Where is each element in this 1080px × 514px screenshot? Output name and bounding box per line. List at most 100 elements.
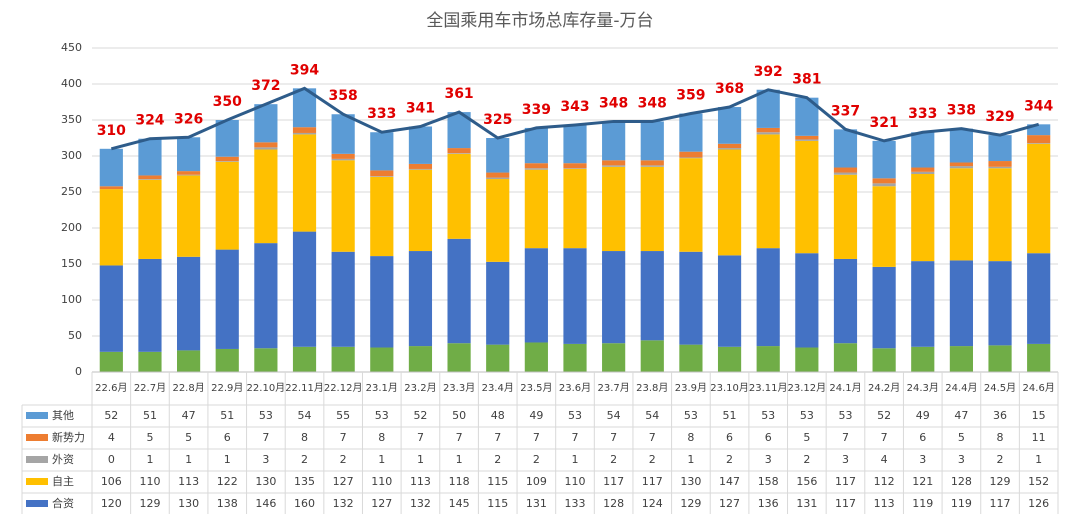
bar-segment <box>99 265 123 352</box>
bar-segment <box>447 153 471 239</box>
bar-segment <box>640 340 664 372</box>
table-cell: 8 <box>301 431 308 444</box>
x-tick-label: 24.5月 <box>984 382 1016 394</box>
bar-segment <box>911 132 935 168</box>
table-cell: 113 <box>874 497 895 510</box>
table-cell: 131 <box>526 497 547 510</box>
bar-segment <box>1027 253 1051 344</box>
bar-segment <box>292 231 317 347</box>
table-cell: 6 <box>919 431 926 444</box>
table-cell: 119 <box>951 497 972 510</box>
total-label: 333 <box>908 106 937 122</box>
bar-segment <box>563 168 587 169</box>
bar-segment <box>988 345 1012 372</box>
bar-segment <box>602 343 626 372</box>
table-cell: 47 <box>954 409 968 422</box>
x-tick-label: 23.8月 <box>636 382 668 394</box>
table-cell: 124 <box>642 497 663 510</box>
bar-segment <box>872 348 896 372</box>
table-cell: 8 <box>378 431 385 444</box>
bar-segment <box>949 166 973 169</box>
bar-segment <box>524 163 548 169</box>
table-cell: 7 <box>417 431 424 444</box>
bar-segment <box>717 255 742 347</box>
legend-label: 外资 <box>52 453 74 466</box>
y-tick-label: 450 <box>61 41 82 54</box>
bar-segment <box>99 189 123 266</box>
table-cell: 2 <box>610 453 617 466</box>
bar-segment <box>254 243 278 349</box>
bar-segment <box>563 163 587 169</box>
bar-segment <box>795 140 819 254</box>
table-cell: 55 <box>336 409 350 422</box>
table-cell: 160 <box>294 497 315 510</box>
table-cell: 152 <box>1028 475 1049 488</box>
bar-segment <box>408 168 433 170</box>
bar-segment <box>679 157 703 159</box>
y-tick-label: 150 <box>61 257 82 270</box>
table-cell: 3 <box>958 453 965 466</box>
table-cell: 7 <box>649 431 656 444</box>
table-cell: 110 <box>565 475 586 488</box>
table-cell: 121 <box>912 475 933 488</box>
table-cell: 129 <box>990 475 1011 488</box>
total-label: 361 <box>444 86 473 102</box>
table-cell: 119 <box>912 497 933 510</box>
bar-segment <box>292 134 317 232</box>
x-tick-label: 23.12月 <box>788 382 827 394</box>
y-tick-label: 100 <box>61 293 82 306</box>
bar-segment <box>524 342 548 372</box>
table-cell: 127 <box>371 497 392 510</box>
x-tick-label: 23.7月 <box>598 382 630 394</box>
total-label: 343 <box>560 99 589 115</box>
total-label: 326 <box>174 111 203 127</box>
x-tick-label: 23.5月 <box>520 382 552 394</box>
bar-segment <box>833 129 858 168</box>
bar-segment <box>833 343 858 372</box>
table-cell: 158 <box>758 475 779 488</box>
total-label: 339 <box>522 102 551 118</box>
total-label: 359 <box>676 88 705 104</box>
table-cell: 117 <box>642 475 663 488</box>
bar-segment <box>331 114 355 154</box>
table-cell: 48 <box>491 409 505 422</box>
table-cell: 122 <box>217 475 238 488</box>
bar-segment <box>563 168 587 249</box>
table-cell: 1 <box>146 453 153 466</box>
table-cell: 2 <box>726 453 733 466</box>
bar-segment <box>640 251 664 341</box>
table-cell: 2 <box>533 453 540 466</box>
bar-segment <box>640 165 664 167</box>
y-tick-label: 50 <box>68 329 82 342</box>
bar-segment <box>292 346 317 372</box>
bar-segment <box>988 161 1012 167</box>
bar-segment <box>370 170 394 177</box>
table-cell: 7 <box>456 431 463 444</box>
bar-segment <box>872 186 896 267</box>
total-label: 329 <box>985 109 1014 125</box>
table-cell: 11 <box>1032 431 1046 444</box>
bar-segment <box>949 128 973 163</box>
bar-segment <box>215 120 239 157</box>
table-cell: 2 <box>301 453 308 466</box>
table-cell: 5 <box>146 431 153 444</box>
total-label: 341 <box>406 100 435 116</box>
bar-segment <box>524 169 548 249</box>
bar-segment <box>486 179 510 262</box>
table-cell: 1 <box>572 453 579 466</box>
table-cell: 53 <box>838 409 852 422</box>
table-cell: 109 <box>526 475 547 488</box>
table-cell: 51 <box>723 409 737 422</box>
table-cell: 112 <box>874 475 895 488</box>
bar-segment <box>756 89 780 128</box>
y-tick-label: 250 <box>61 185 82 198</box>
bar-segment <box>833 172 858 175</box>
bar-segment <box>988 135 1012 162</box>
total-label: 338 <box>947 103 976 119</box>
bar-segment <box>447 153 471 154</box>
bar-segment <box>370 176 394 257</box>
bar-segment <box>602 166 626 252</box>
table-cell: 54 <box>645 409 659 422</box>
x-tick-label: 22.6月 <box>95 382 127 394</box>
table-cell: 156 <box>796 475 817 488</box>
